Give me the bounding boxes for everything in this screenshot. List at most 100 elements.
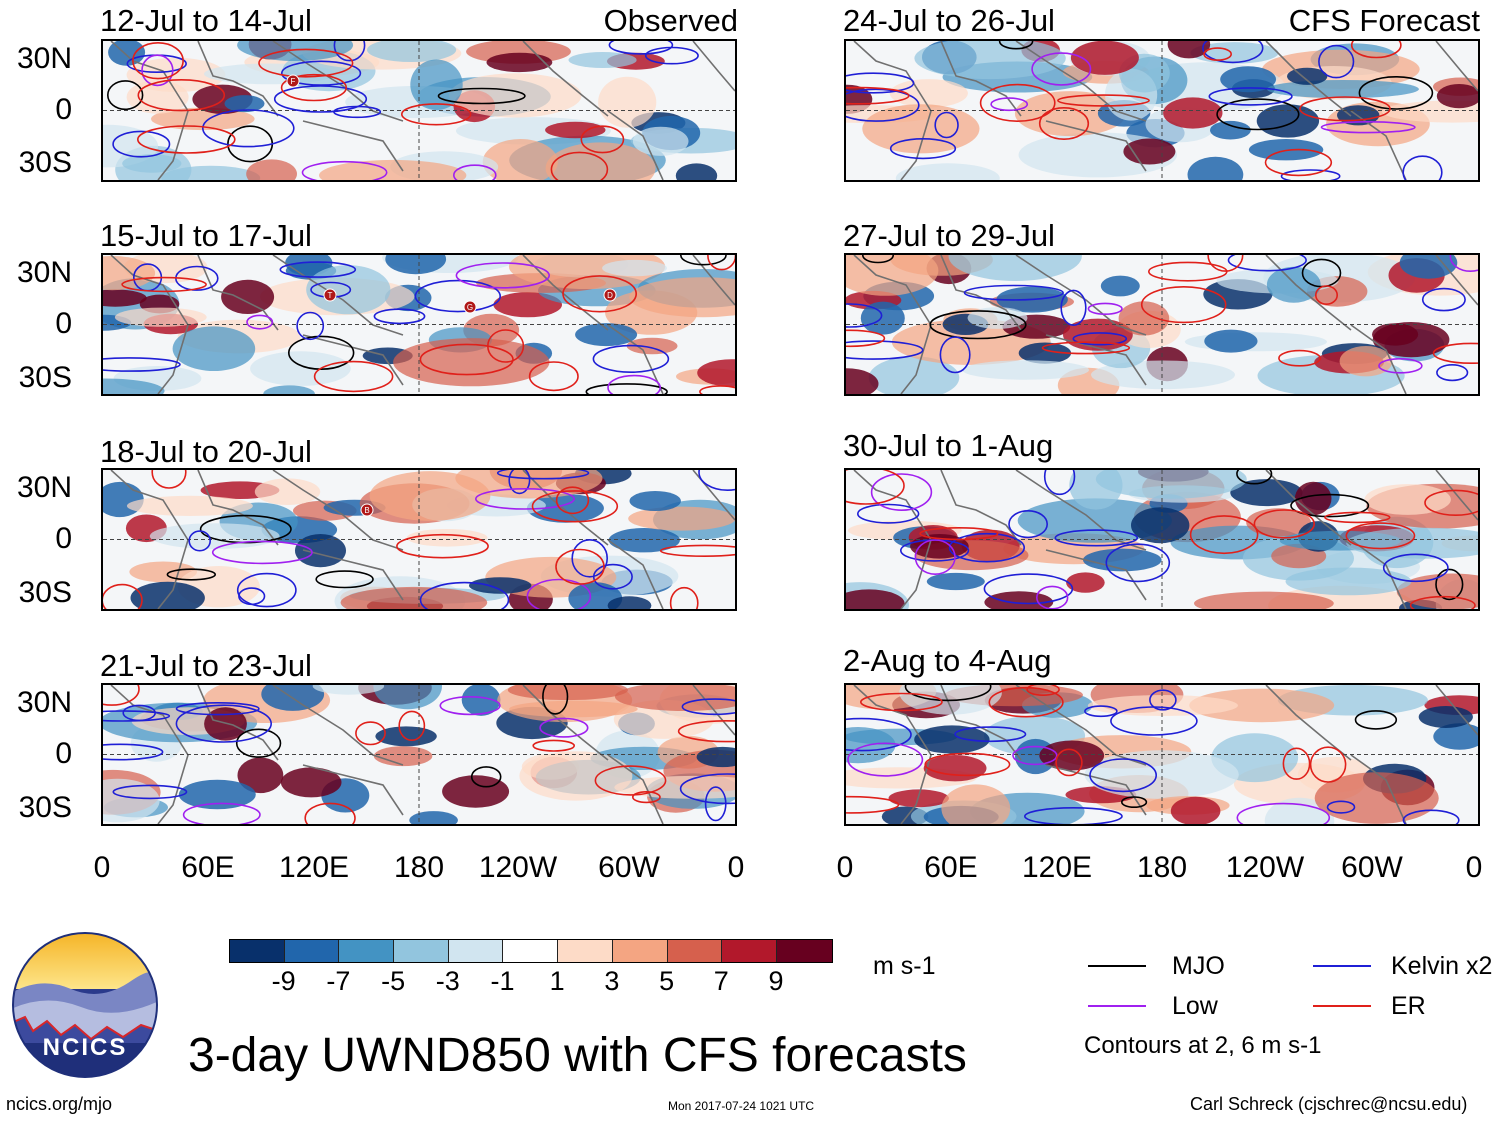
legend-line-kelvin bbox=[1313, 965, 1371, 967]
coastline bbox=[692, 41, 735, 92]
contour-mjo bbox=[1236, 470, 1273, 485]
anomaly-blob bbox=[1230, 479, 1303, 507]
colorbar-tick-label: -3 bbox=[435, 966, 460, 996]
contour-er bbox=[1203, 47, 1233, 61]
lon-label-right-60w: 60W bbox=[1341, 851, 1403, 884]
anomaly-blob bbox=[926, 572, 985, 591]
colorbar-segment bbox=[448, 940, 504, 962]
contour-er bbox=[1264, 148, 1333, 177]
contour-er bbox=[580, 125, 625, 154]
colorbar-tick-label: -7 bbox=[326, 966, 351, 996]
lon-label-left-120e: 120E bbox=[278, 851, 350, 884]
contour-low bbox=[211, 540, 313, 565]
anomaly-blob bbox=[126, 495, 253, 516]
contour-kelvin-x- bbox=[112, 784, 188, 800]
anomaly-blob bbox=[306, 265, 391, 315]
contour-kelvin-x- bbox=[1149, 689, 1177, 711]
legend-line-mjo bbox=[1088, 965, 1146, 967]
anomaly-blob bbox=[846, 368, 879, 394]
anomaly-blob bbox=[895, 163, 1000, 180]
contour-er bbox=[846, 329, 886, 348]
contour-kelvin-x- bbox=[934, 111, 959, 139]
contour-er bbox=[528, 361, 579, 392]
anomaly-blob bbox=[1266, 80, 1419, 99]
contour-kelvin-x- bbox=[373, 308, 426, 325]
contour-kelvin-x- bbox=[1072, 332, 1128, 346]
anomaly-blob bbox=[1163, 97, 1223, 129]
colorbar-segment bbox=[558, 940, 613, 962]
contour-er bbox=[677, 720, 735, 743]
coastline bbox=[110, 470, 189, 609]
coastline bbox=[940, 685, 1022, 761]
anomaly-blob bbox=[1100, 275, 1140, 297]
coastline bbox=[1265, 470, 1352, 546]
contour-kelvin-x- bbox=[846, 88, 920, 122]
contour-er bbox=[1409, 595, 1476, 609]
footer-link[interactable]: ncics.org/mjo bbox=[6, 1094, 113, 1114]
contour-low bbox=[453, 164, 497, 180]
anomaly-blob bbox=[948, 255, 1082, 281]
lat-label-0-row2: 0 bbox=[55, 522, 72, 555]
legend-label-mjo: MJO bbox=[1172, 952, 1225, 980]
contour-mjo bbox=[998, 41, 1034, 50]
contour-low bbox=[1378, 358, 1423, 374]
contour-kelvin-x- bbox=[188, 530, 211, 552]
contour-er bbox=[555, 486, 590, 515]
contour-kelvin-x- bbox=[333, 105, 382, 119]
legend-label-low: Low bbox=[1172, 992, 1218, 1020]
contour-low bbox=[1012, 745, 1058, 766]
contour-er bbox=[1282, 747, 1311, 780]
storm-marker bbox=[286, 74, 300, 88]
lon-label-right-180: 180 bbox=[1136, 851, 1188, 884]
anomaly-blob bbox=[598, 76, 657, 128]
anomaly-blob bbox=[545, 121, 606, 139]
anomaly-blob bbox=[393, 338, 550, 387]
coastline bbox=[272, 685, 404, 766]
lon-label-left-180: 180 bbox=[393, 851, 445, 884]
lat-label-0-row0: 0 bbox=[55, 93, 72, 126]
contour-mjo bbox=[470, 766, 502, 788]
ncics-logo[interactable]: NCICS bbox=[11, 931, 159, 1079]
contour-er bbox=[562, 275, 637, 313]
anomaly-blob bbox=[486, 52, 553, 73]
anomaly-blob bbox=[449, 73, 582, 118]
panel-title-right-1: 27-Jul to 29-Jul bbox=[843, 218, 1055, 253]
anomaly-blob bbox=[114, 307, 207, 327]
contour-er bbox=[659, 544, 735, 557]
colorbar-segment bbox=[394, 940, 449, 962]
panel-title-right-2: 30-Jul to 1-Aug bbox=[843, 428, 1054, 463]
panel-title-left-1: 15-Jul to 17-Jul bbox=[100, 218, 312, 253]
anomaly-blob bbox=[545, 142, 656, 180]
coastline bbox=[1435, 685, 1478, 736]
anomaly-blob bbox=[1095, 470, 1247, 499]
anomaly-blob bbox=[1084, 750, 1239, 799]
coastline bbox=[940, 470, 1022, 546]
contour-er bbox=[1140, 285, 1227, 324]
lon-label-left-60e: 60E bbox=[181, 851, 235, 884]
contour-mjo bbox=[107, 80, 144, 111]
coastline bbox=[1435, 255, 1478, 306]
contour-low bbox=[1036, 585, 1069, 609]
map-panel-right-3 bbox=[844, 683, 1480, 826]
coastline bbox=[1265, 41, 1352, 117]
contour-kelvin-x- bbox=[857, 503, 920, 524]
coastline bbox=[607, 110, 664, 180]
contour-mjo bbox=[929, 310, 1027, 340]
anomaly-blob bbox=[1364, 484, 1451, 515]
contour-er bbox=[846, 470, 905, 505]
map-panel-left-2: B bbox=[101, 468, 737, 611]
lon-label-left-0: 0 bbox=[93, 851, 111, 884]
contour-er bbox=[1432, 342, 1478, 364]
footer-timestamp: Mon 2017-07-24 1021 UTC bbox=[668, 1099, 815, 1113]
anomaly-blob bbox=[1066, 572, 1105, 593]
coastline bbox=[1015, 41, 1147, 122]
contour-low bbox=[141, 54, 174, 87]
contour-kelvin-x- bbox=[846, 303, 883, 328]
contour-low bbox=[1320, 120, 1416, 134]
anomaly-blob bbox=[295, 534, 346, 568]
coastline bbox=[1350, 324, 1407, 394]
coastline bbox=[1350, 754, 1407, 824]
contour-low bbox=[182, 802, 261, 824]
anomaly-blob bbox=[1194, 591, 1334, 609]
lat-label-0-row3: 0 bbox=[55, 737, 72, 770]
